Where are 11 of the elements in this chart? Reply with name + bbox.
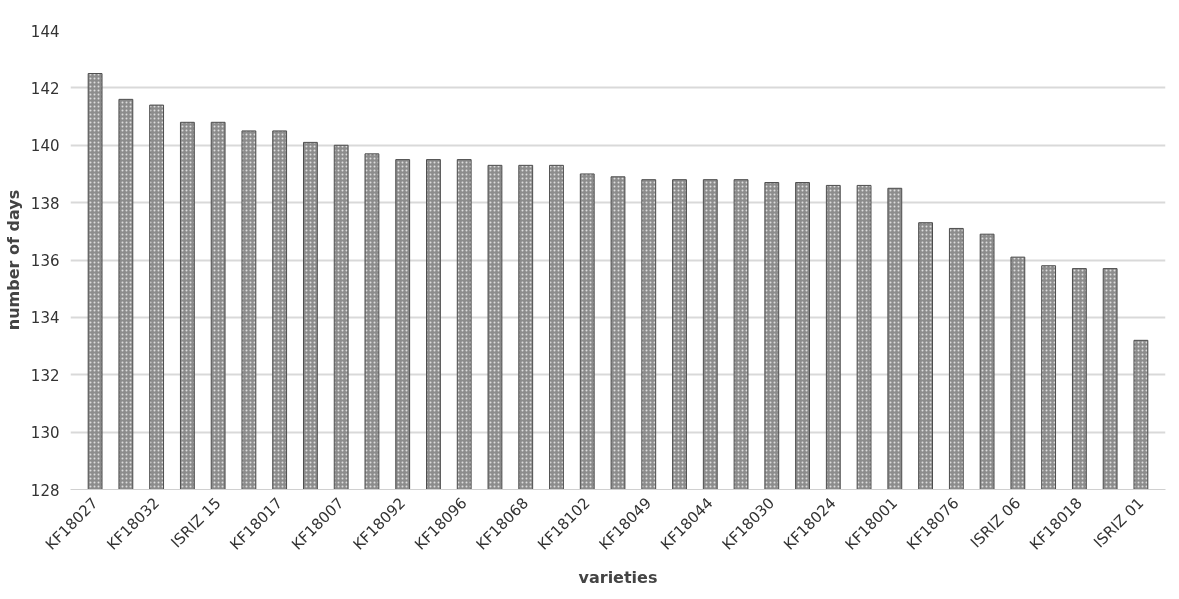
x-axis-title: varieties [578,568,658,588]
y-tick-label: 140 [30,137,60,156]
y-tick-label: 134 [30,309,60,328]
y-tick-label: 130 [30,424,60,443]
y-axis-title: number of days [3,189,23,331]
y-tick-label: 138 [30,194,60,213]
y-tick-label: 132 [30,366,60,385]
y-tick-label: 142 [30,79,60,98]
y-tick-label: 128 [30,481,60,500]
y-tick-label: 144 [30,22,60,41]
y-tick-label: 136 [30,252,60,270]
